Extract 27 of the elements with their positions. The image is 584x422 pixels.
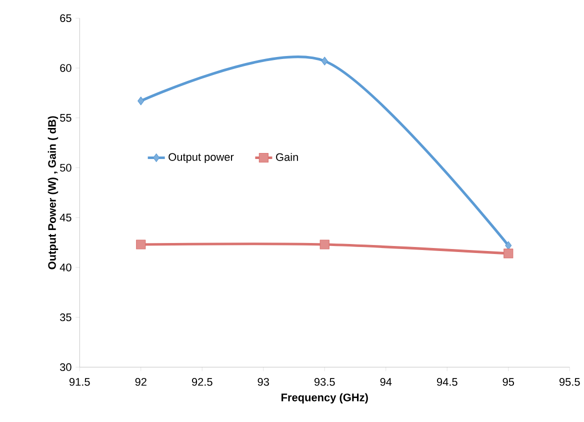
point [321,56,328,66]
x-tick-label: 95.5 [559,378,580,386]
x-tick-label: 91.5 [69,378,90,386]
point [138,96,144,106]
point [505,241,512,250]
y-tick-label: 45 [60,214,72,222]
y-tick-label: 55 [60,114,72,122]
y-axis-title: Output Power (W) , Gain ( dB) [48,116,58,270]
x-tick-label: 94.5 [436,378,458,386]
y-tick-label: 35 [60,313,72,322]
y-tick-label: 40 [60,264,72,272]
point [504,248,514,258]
y-tick-label: 50 [60,164,72,172]
x-tick-label: 93 [258,378,269,386]
y-tick-label: 65 [60,14,72,22]
x-tick-label: 94 [380,378,392,386]
x-axis-title: Frequency (GHz) [282,393,368,404]
legend-label: Output power [168,153,234,164]
x-tick-label: 92.5 [192,378,212,386]
legend-label: Gain [276,152,298,162]
x-tick-label: 95 [502,378,514,386]
x-tick-label: 92 [135,378,146,386]
point [320,240,330,250]
y-tick-label: 30 [60,363,72,372]
x-tick-label: 93.5 [314,378,335,386]
point [136,240,146,250]
y-tick-label: 60 [60,64,72,72]
